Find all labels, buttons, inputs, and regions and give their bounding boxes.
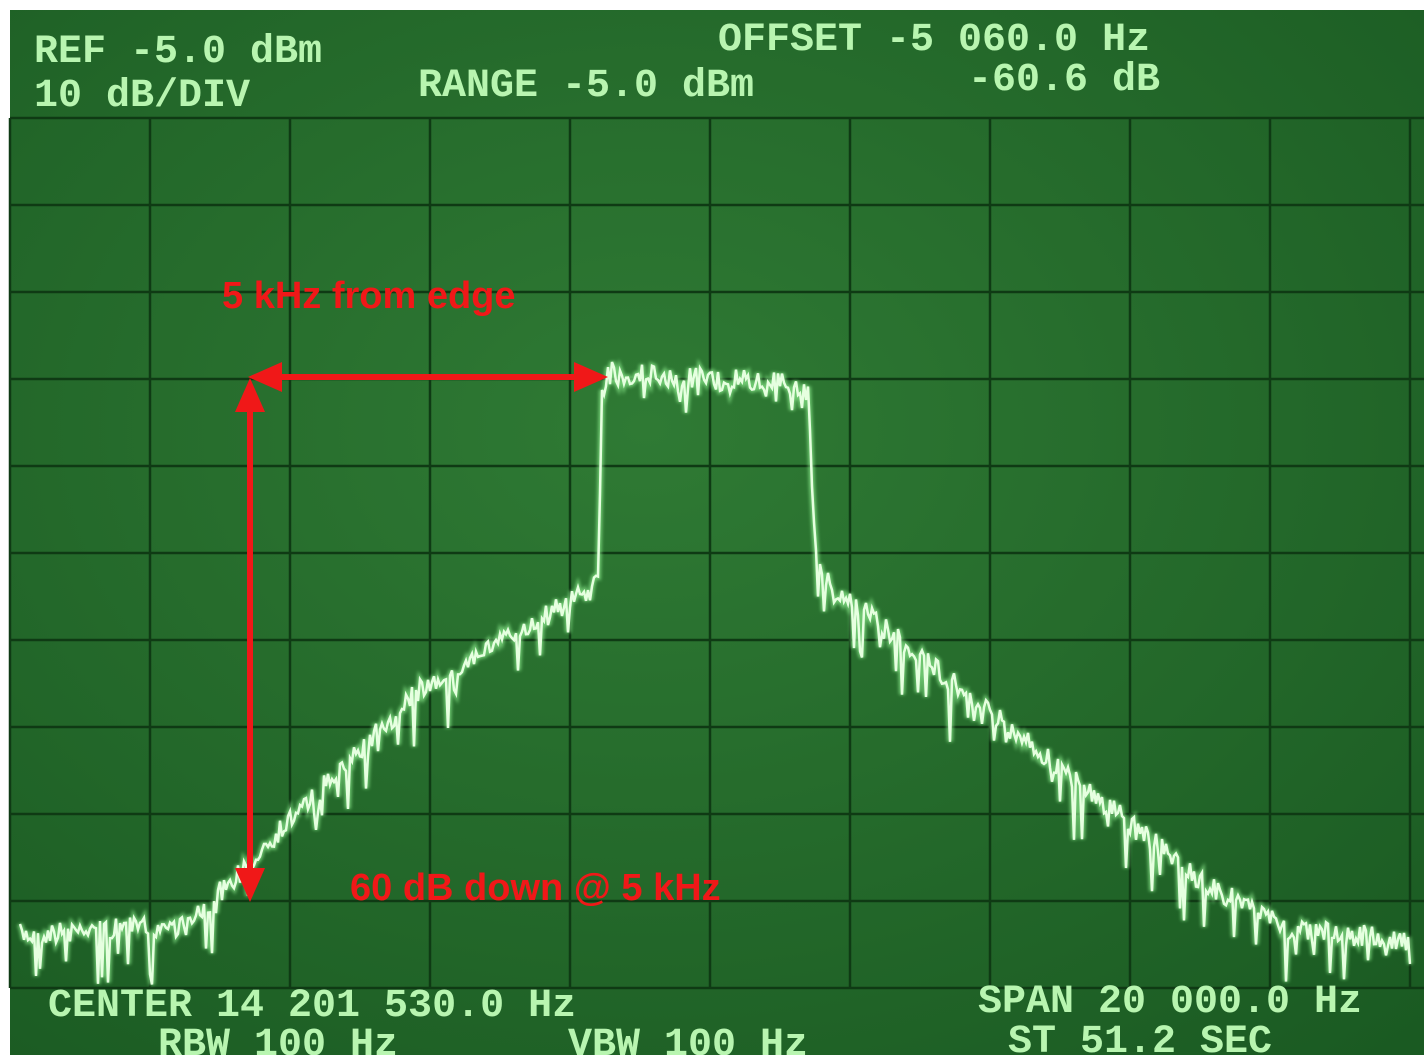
ref-level: REF -5.0 dBm <box>34 30 322 75</box>
rbw: RBW 100 Hz <box>158 1023 398 1055</box>
marker-delta: -60.6 dB <box>968 58 1160 103</box>
annotation-arrows <box>235 362 608 902</box>
center-frequency: CENTER 14 201 530.0 Hz <box>48 984 576 1029</box>
vbw: VBW 100 Hz <box>568 1023 808 1055</box>
arrow-head <box>248 362 282 392</box>
annotation: 60 dB down @ 5 kHz <box>350 867 721 909</box>
range: RANGE -5.0 dBm <box>418 64 754 109</box>
arrow-head <box>235 378 265 412</box>
scale: 10 dB/DIV <box>34 74 250 119</box>
offset: OFFSET -5 060.0 Hz <box>718 18 1150 63</box>
sweep-time: ST 51.2 SEC <box>1008 1020 1272 1055</box>
span: SPAN 20 000.0 Hz <box>978 980 1362 1025</box>
graticule <box>8 116 1424 990</box>
annotation: 5 kHz from edge <box>222 275 516 317</box>
arrow-head <box>235 868 265 902</box>
arrow-head <box>574 362 608 392</box>
